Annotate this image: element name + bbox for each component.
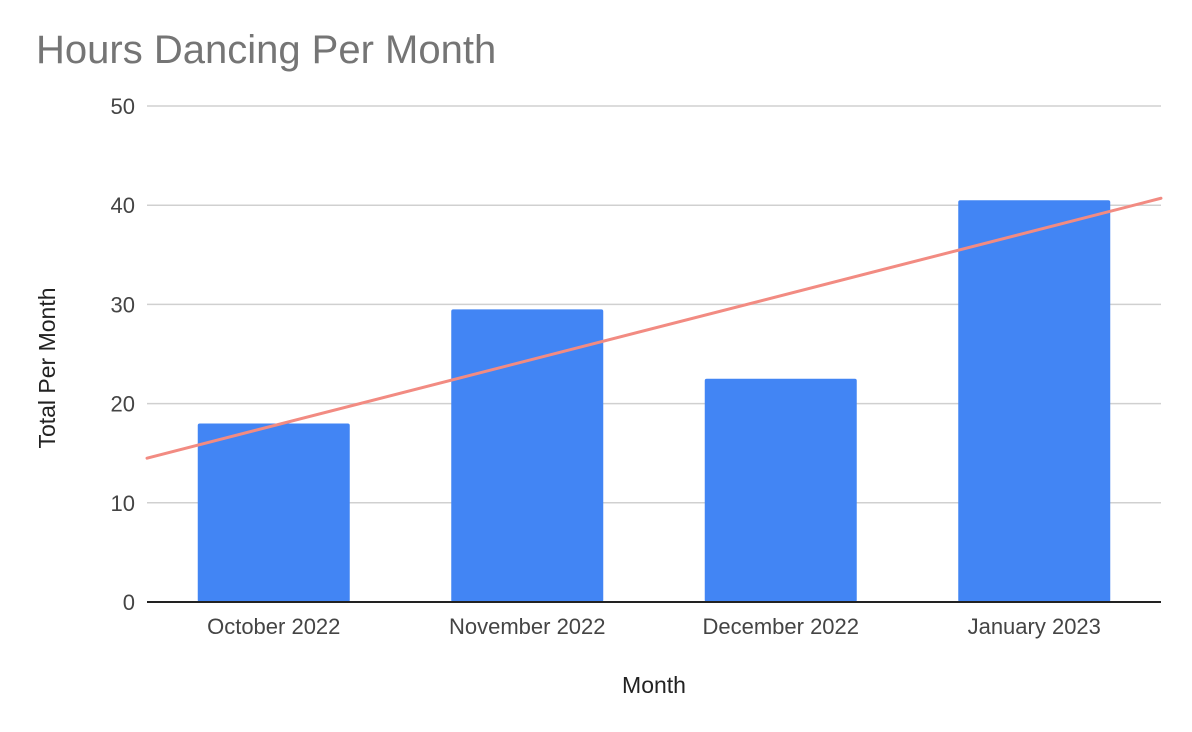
x-tick-label: January 2023: [968, 614, 1101, 639]
y-axis-ticks: 0 10 20 30 40 50: [111, 94, 135, 615]
y-tick-label: 0: [123, 590, 135, 615]
bar: [197, 423, 350, 602]
bars: [197, 200, 1111, 603]
bar: [704, 378, 857, 602]
y-axis-title: Total Per Month: [34, 287, 60, 448]
x-tick-label: October 2022: [207, 614, 340, 639]
y-tick-label: 20: [111, 392, 135, 417]
x-axis-ticks: October 2022 November 2022 December 2022 Ja…: [207, 614, 1101, 639]
trendline: [145, 196, 1163, 460]
x-tick-label: November 2022: [449, 614, 606, 639]
y-tick-label: 50: [111, 94, 135, 119]
y-tick-label: 40: [111, 193, 135, 218]
y-tick-label: 10: [111, 491, 135, 516]
x-axis-title: Month: [622, 672, 686, 698]
bar: [451, 309, 604, 602]
x-tick-label: December 2022: [702, 614, 859, 639]
bar: [958, 200, 1111, 603]
y-tick-label: 30: [111, 292, 135, 317]
chart-title: Hours Dancing Per Month: [36, 28, 496, 72]
trendline-group: [145, 196, 1163, 460]
